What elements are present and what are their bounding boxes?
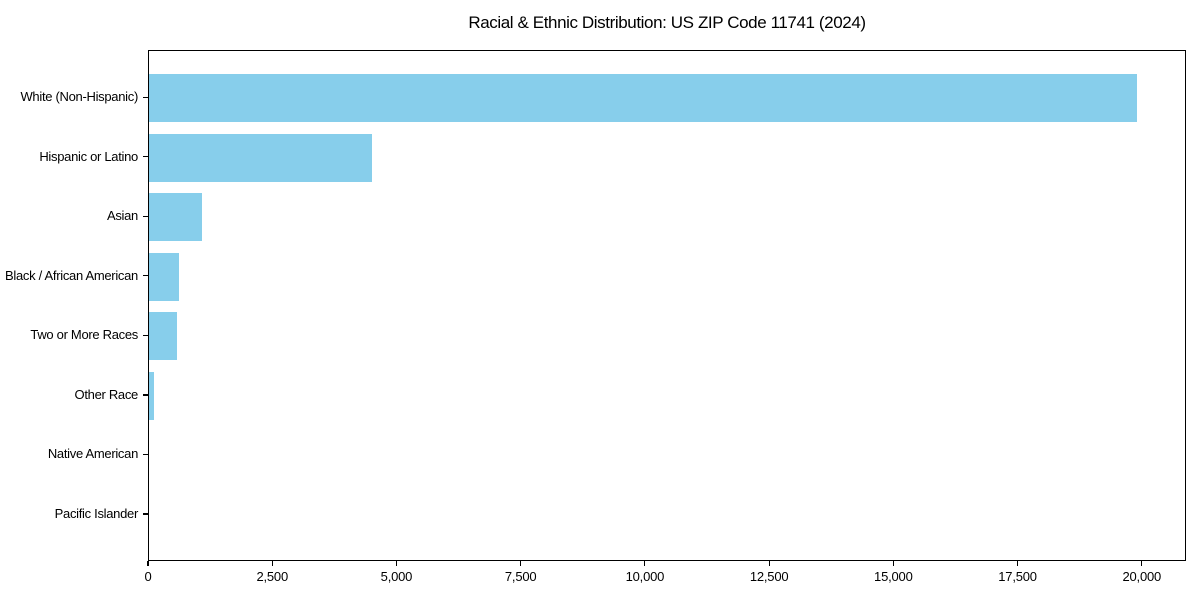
bar-black-african-american [149, 252, 180, 301]
plot-area [148, 50, 1186, 561]
bar-two-or-more-races [149, 312, 178, 361]
y-tick [143, 96, 148, 98]
x-tick-label: 7,500 [504, 569, 537, 584]
x-tick [768, 561, 770, 566]
y-tick [143, 453, 148, 456]
x-tick [892, 561, 894, 566]
y-tick-label: Two or More Races [30, 327, 138, 343]
y-tick-label: Other Race [74, 387, 139, 403]
x-tick [644, 561, 646, 566]
y-tick [143, 513, 148, 515]
y-tick-label: Hispanic or Latino [39, 148, 138, 164]
x-tick-label: 15,000 [874, 569, 913, 584]
x-tick-label: 0 [144, 569, 152, 584]
x-tick [395, 561, 398, 566]
y-tick [143, 215, 148, 217]
y-tick [143, 275, 148, 277]
y-tick [143, 156, 148, 158]
x-tick-label: 20,000 [1122, 569, 1162, 584]
x-tick [1141, 561, 1143, 566]
bar-white-non-hispanic [149, 74, 1138, 123]
y-tick-label: Black / African American [5, 267, 138, 283]
y-tick-label: White (Non-Hispanic) [20, 89, 138, 105]
y-tick [143, 394, 148, 396]
x-tick-label: 5,000 [380, 569, 413, 584]
y-tick-label: Pacific Islander [54, 506, 139, 522]
y-tick-label: Asian [106, 208, 138, 224]
x-tick [1016, 561, 1019, 566]
x-tick [271, 561, 273, 566]
bar-hispanic-or-latino [149, 133, 373, 182]
x-tick [520, 561, 522, 566]
bar-asian [149, 193, 202, 242]
y-tick [143, 334, 148, 336]
x-tick-label: 2,500 [256, 569, 288, 584]
x-tick [147, 561, 149, 566]
x-tick-label: 10,000 [625, 569, 665, 584]
x-tick-label: 12,500 [749, 569, 789, 584]
chart-title: Racial & Ethnic Distribution: US ZIP Cod… [468, 13, 866, 32]
bar-other-race [149, 371, 154, 420]
y-tick-label: Native American [47, 446, 138, 462]
x-tick-label: 17,500 [998, 569, 1037, 584]
